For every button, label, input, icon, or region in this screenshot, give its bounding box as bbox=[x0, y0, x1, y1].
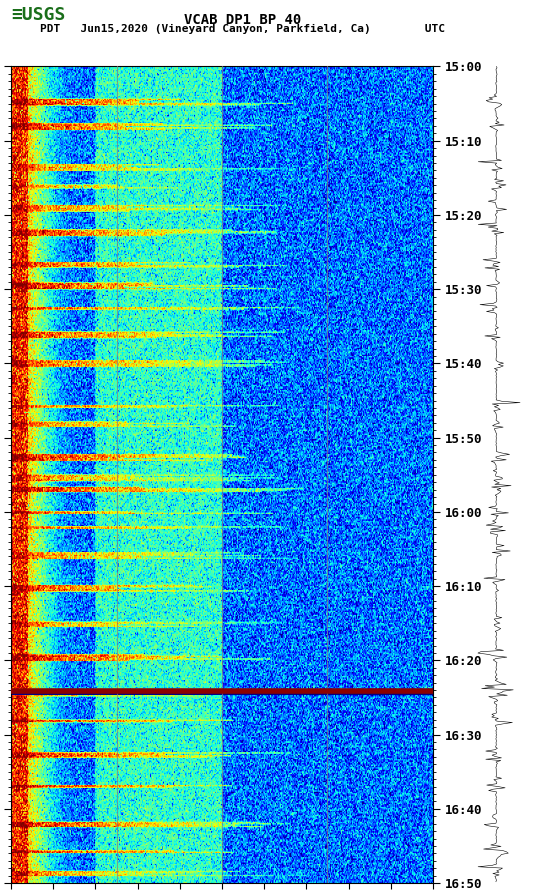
Text: PDT   Jun15,2020 (Vineyard Canyon, Parkfield, Ca)        UTC: PDT Jun15,2020 (Vineyard Canyon, Parkfie… bbox=[40, 24, 445, 34]
Text: VCAB DP1 BP 40: VCAB DP1 BP 40 bbox=[184, 13, 301, 28]
Text: ≡USGS: ≡USGS bbox=[11, 6, 66, 24]
